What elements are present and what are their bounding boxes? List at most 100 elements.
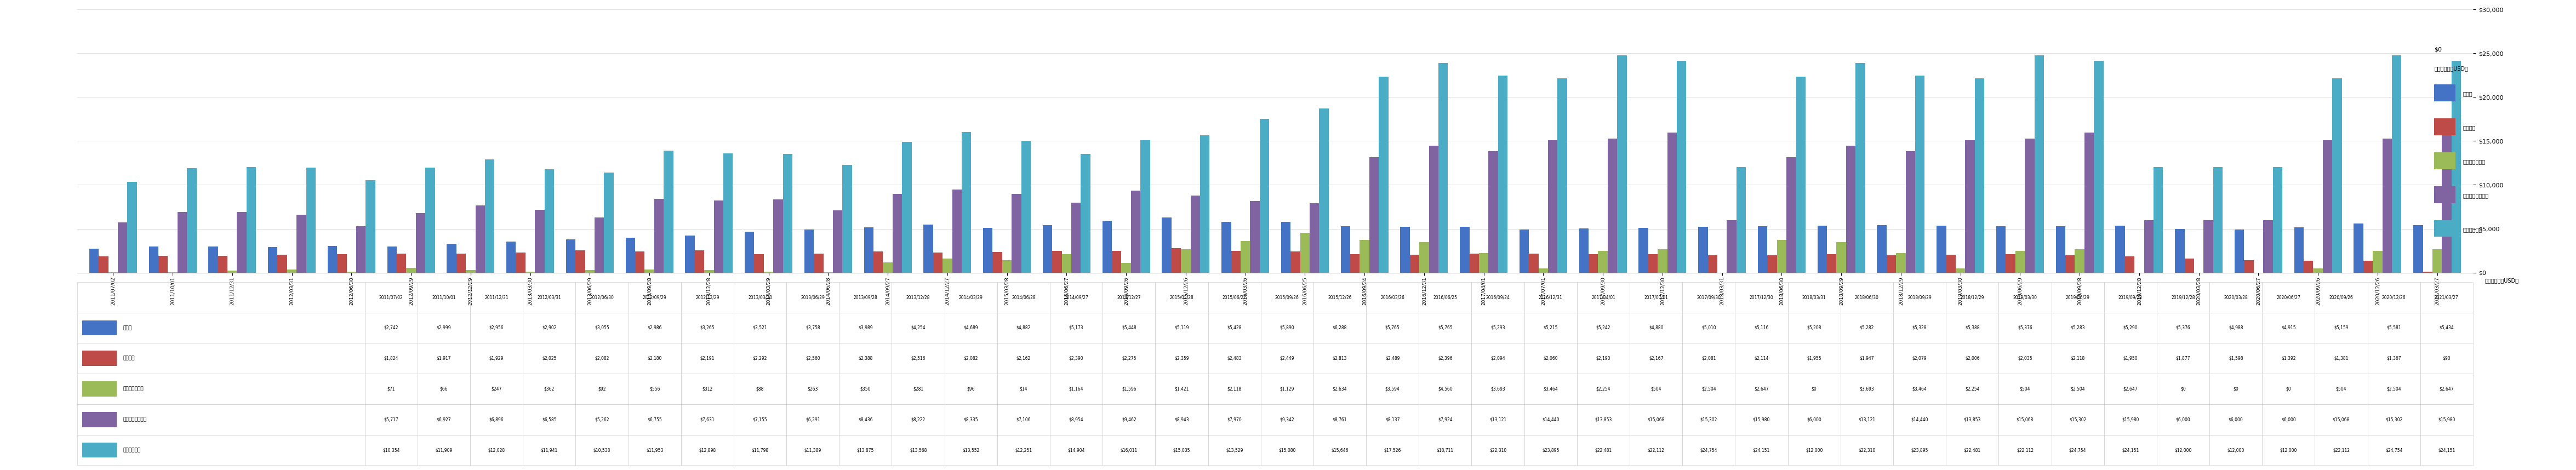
Bar: [2272, 167, 2282, 273]
Text: $5,116: $5,116: [1754, 325, 1770, 330]
Text: $2,902: $2,902: [541, 325, 556, 330]
Text: 2019/06/29: 2019/06/29: [2066, 295, 2089, 300]
Bar: [734, 435, 786, 465]
Text: $6,000: $6,000: [2228, 417, 2244, 422]
Bar: [786, 435, 840, 465]
Bar: [2156, 404, 2210, 435]
Text: $2,813: $2,813: [1332, 356, 1347, 361]
Bar: [891, 374, 945, 404]
Bar: [1667, 133, 1677, 273]
Bar: [1471, 435, 1525, 465]
Bar: [2025, 138, 2035, 273]
Text: $15,068: $15,068: [1649, 417, 1664, 422]
Bar: [1893, 343, 1945, 374]
Bar: [724, 154, 732, 273]
Text: $13,552: $13,552: [963, 447, 979, 453]
Text: $7,631: $7,631: [701, 417, 714, 422]
Bar: [366, 343, 417, 374]
Bar: [2367, 343, 2421, 374]
Text: 2012/03/31: 2012/03/31: [538, 295, 562, 300]
Text: $8,436: $8,436: [858, 417, 873, 422]
Text: $15,302: $15,302: [1700, 417, 1718, 422]
Bar: [366, 435, 417, 465]
Text: $1,596: $1,596: [1121, 386, 1136, 392]
Text: $22,481: $22,481: [1595, 447, 1613, 453]
Text: $6,000: $6,000: [2177, 417, 2190, 422]
Bar: [1525, 313, 1577, 343]
Text: $2,081: $2,081: [1703, 356, 1716, 361]
Text: $23,895: $23,895: [1911, 447, 1929, 453]
Text: $2,560: $2,560: [806, 356, 819, 361]
Bar: [2367, 435, 2421, 465]
Text: $22,481: $22,481: [1963, 447, 1981, 453]
Bar: [1319, 109, 1329, 273]
Bar: [2421, 313, 2473, 343]
Bar: [2434, 152, 2455, 169]
Text: 2011/07/02: 2011/07/02: [379, 295, 402, 300]
Bar: [1314, 343, 1365, 374]
Bar: [1767, 256, 1777, 273]
Bar: [2424, 272, 2432, 273]
Bar: [2393, 55, 2401, 273]
Bar: [2210, 343, 2262, 374]
Bar: [734, 343, 786, 374]
Bar: [2316, 282, 2367, 313]
Text: $263: $263: [806, 386, 819, 392]
Bar: [1999, 374, 2050, 404]
Bar: [1437, 63, 1448, 273]
Bar: [1839, 313, 1893, 343]
Bar: [814, 254, 824, 273]
Bar: [1061, 254, 1072, 273]
Bar: [2050, 374, 2105, 404]
Bar: [296, 215, 307, 273]
Text: $5,173: $5,173: [1069, 325, 1084, 330]
Text: 2016/06/25: 2016/06/25: [1432, 295, 1458, 300]
Bar: [2295, 227, 2303, 273]
Bar: [1072, 203, 1082, 273]
Text: $1,917: $1,917: [435, 356, 451, 361]
Bar: [1471, 282, 1525, 313]
Bar: [82, 381, 116, 397]
Text: $2,999: $2,999: [435, 325, 451, 330]
Bar: [82, 351, 116, 366]
Bar: [2262, 404, 2316, 435]
Bar: [544, 169, 554, 273]
Bar: [2316, 435, 2367, 465]
Text: $2,504: $2,504: [1700, 386, 1716, 392]
Text: $2,292: $2,292: [752, 356, 768, 361]
Text: 2017/09/30: 2017/09/30: [1698, 295, 1721, 300]
Bar: [891, 343, 945, 374]
Text: 繰延収益: 繰延収益: [2463, 125, 2476, 131]
Text: $11,953: $11,953: [647, 447, 662, 453]
Text: 2018/09/29: 2018/09/29: [1909, 295, 1932, 300]
Bar: [2432, 250, 2442, 273]
Bar: [2202, 220, 2213, 273]
Bar: [1682, 404, 1736, 435]
Text: $13,853: $13,853: [1595, 417, 1613, 422]
Bar: [1682, 374, 1736, 404]
Text: 2017/04/01: 2017/04/01: [1592, 295, 1615, 300]
Bar: [1826, 254, 1837, 273]
Bar: [1726, 220, 1736, 273]
Bar: [765, 272, 773, 273]
Bar: [1579, 228, 1589, 273]
Bar: [397, 253, 407, 273]
Text: $88: $88: [757, 386, 765, 392]
Text: $1,598: $1,598: [2228, 356, 2244, 361]
Bar: [1631, 435, 1682, 465]
Text: $2,025: $2,025: [541, 356, 556, 361]
Bar: [2442, 133, 2452, 273]
Bar: [477, 206, 484, 273]
Text: 2019/09/28: 2019/09/28: [2117, 295, 2143, 300]
Bar: [77, 435, 366, 465]
Bar: [585, 270, 595, 273]
Bar: [685, 235, 696, 273]
Bar: [1999, 313, 2050, 343]
Bar: [1314, 313, 1365, 343]
Bar: [2262, 374, 2316, 404]
Text: $2,118: $2,118: [1226, 386, 1242, 392]
Bar: [1757, 226, 1767, 273]
Text: $8,335: $8,335: [963, 417, 979, 422]
Text: $11,389: $11,389: [804, 447, 822, 453]
Bar: [1260, 119, 1270, 273]
